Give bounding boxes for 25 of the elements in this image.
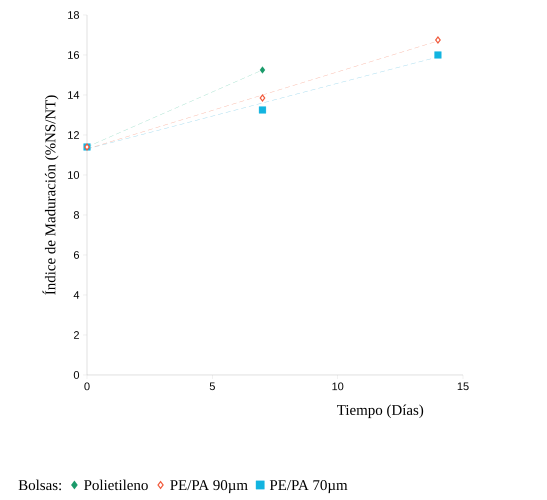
legend-title: Bolsas: (18, 480, 61, 490)
y-tick-label: 2 (74, 331, 79, 339)
x-axis-title: Tiempo (Días) (337, 404, 424, 418)
legend-label: PE/PA 90µm (170, 480, 248, 494)
y-tick-label: 0 (74, 371, 80, 379)
y-tick-label: 4 (74, 291, 80, 299)
x-tick-label: 5 (210, 382, 215, 390)
point (434, 51, 442, 59)
y-tick-label: 18 (68, 11, 80, 19)
y-axis-title: Índice de Maduración (%NS/NT) (42, 95, 58, 295)
x-tick-label: 0 (84, 382, 90, 390)
y-tick-label: 12 (68, 131, 79, 139)
point (258, 106, 266, 114)
y-tick-label: 16 (68, 51, 80, 59)
point (260, 94, 266, 102)
point (435, 36, 441, 44)
legend-label: PE/PA 70µm (270, 480, 348, 494)
x-tick-label: 10 (332, 382, 344, 390)
legend-label: Polietileno (84, 480, 148, 490)
y-tick-label: 10 (68, 171, 80, 179)
y-tick-label: 6 (74, 251, 80, 259)
y-tick-label: 8 (74, 211, 80, 219)
y-tick-label: 14 (68, 91, 80, 99)
point (260, 66, 266, 74)
x-tick-label: 15 (458, 382, 469, 390)
